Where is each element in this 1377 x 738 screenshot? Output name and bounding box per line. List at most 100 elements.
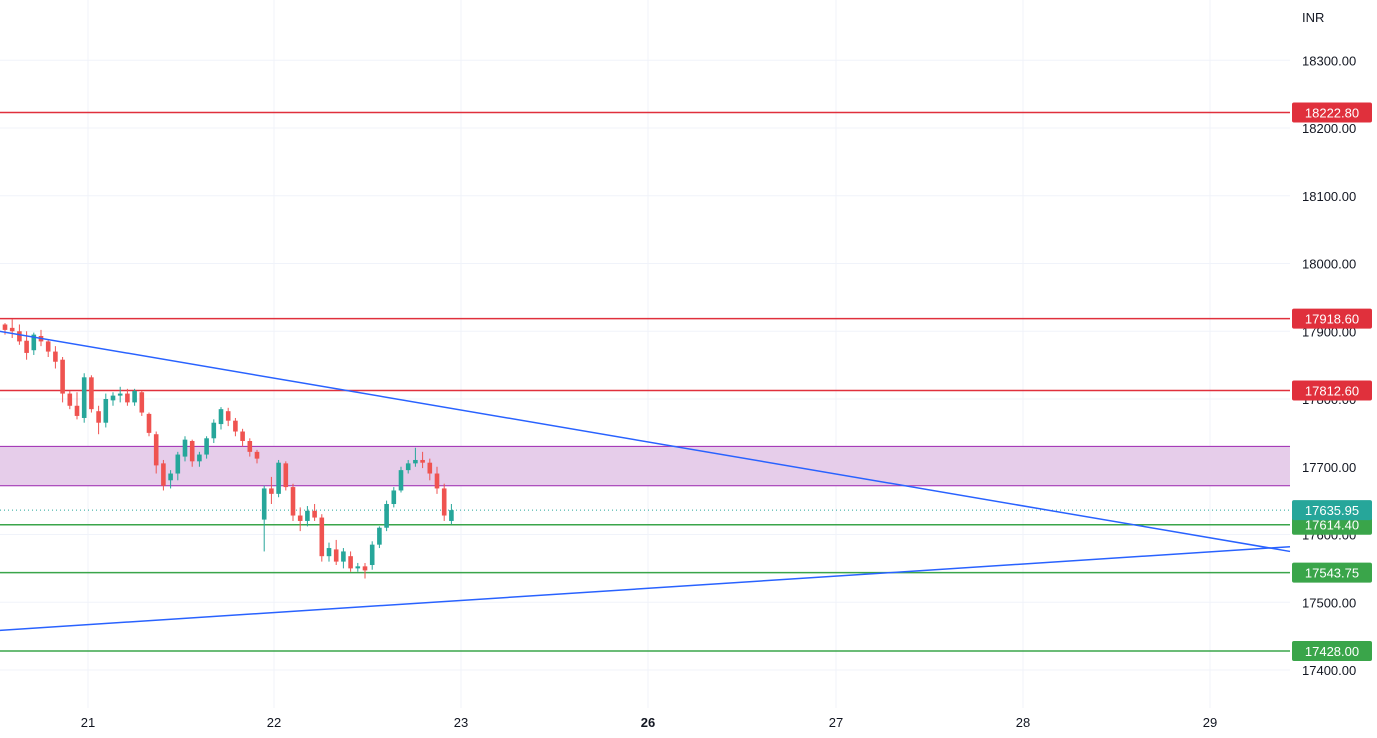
candle-body — [139, 392, 145, 413]
candle-body — [305, 510, 310, 521]
level-badge-bg — [1292, 562, 1372, 583]
trendline[interactable] — [0, 545, 1291, 637]
candle-body — [74, 405, 80, 416]
candle-body — [398, 470, 404, 491]
candle-body — [31, 334, 37, 351]
candle-body — [333, 549, 339, 562]
candle-body — [211, 422, 217, 439]
candle-body — [427, 462, 433, 474]
currency-label: INR — [1302, 10, 1324, 25]
candle-body — [362, 566, 368, 571]
candle-body — [2, 324, 8, 330]
y-tick-label: 18200.00 — [1302, 121, 1356, 136]
candle-body — [434, 473, 440, 489]
candle-body — [153, 434, 159, 466]
price-zone-fill — [0, 446, 1290, 486]
candle-body — [405, 463, 411, 471]
candle-body — [117, 393, 123, 396]
candle-body — [17, 331, 22, 342]
candle-body — [290, 487, 296, 516]
x-tick-label: 21 — [81, 715, 95, 730]
candle-body — [96, 411, 101, 423]
candle-body — [420, 459, 425, 463]
candle-body — [110, 395, 116, 401]
candle-body — [449, 510, 454, 521]
level-badge-bg — [1292, 308, 1372, 329]
level-badge-label: 17543.75 — [1305, 566, 1359, 581]
candle-body — [326, 548, 332, 557]
candle-body — [369, 544, 375, 565]
candle-body — [233, 420, 238, 432]
candles — [2, 319, 454, 579]
candle-body — [197, 454, 202, 462]
trendlines[interactable] — [0, 314, 1291, 637]
candle-body — [269, 488, 274, 494]
time-axis[interactable]: 21 22 23 26 27 28 29 — [81, 715, 1217, 730]
last-price-badge-label: 17635.95 — [1305, 503, 1359, 518]
level-badge-label: 18222.80 — [1305, 106, 1359, 121]
level-badge-bg — [1292, 102, 1372, 123]
level-badge-label: 17812.60 — [1305, 383, 1359, 398]
level-badge-label: 17918.60 — [1305, 312, 1359, 327]
candle-body — [254, 451, 260, 459]
y-tick-label: 18000.00 — [1302, 257, 1356, 272]
candle-body — [297, 515, 303, 521]
candle-body — [24, 340, 29, 353]
candle-body — [53, 351, 58, 362]
chart-grid — [0, 0, 1290, 708]
x-tick-label: 23 — [454, 715, 468, 730]
x-tick-label: 28 — [1016, 715, 1030, 730]
x-tick-label: 29 — [1203, 715, 1217, 730]
level-badge-bg — [1292, 641, 1372, 662]
candle-body — [341, 551, 346, 562]
price-badges: 18222.80 17918.60 17812.60 17614.40 17543.75… — [1292, 102, 1372, 662]
candle-body — [218, 409, 224, 425]
horizontal-levels[interactable] — [0, 111, 1290, 652]
candle-body — [60, 359, 65, 394]
candle-body — [384, 504, 389, 528]
candle-body — [391, 490, 397, 505]
candle-body — [89, 377, 94, 410]
candle-body — [247, 441, 253, 452]
candle-body — [168, 473, 173, 481]
y-tick-label: 17400.00 — [1302, 663, 1356, 678]
candle-body — [377, 527, 382, 545]
candle-body — [146, 413, 152, 433]
y-tick-label: 17700.00 — [1302, 460, 1356, 475]
candle-body — [125, 393, 130, 403]
candle-body — [161, 463, 166, 486]
last-price-badge-bg — [1292, 500, 1372, 521]
y-tick-label: 18100.00 — [1302, 189, 1356, 204]
candle-body — [81, 377, 87, 418]
y-tick-label: 17500.00 — [1302, 595, 1356, 610]
x-tick-label: 27 — [829, 715, 843, 730]
candle-body — [103, 399, 109, 423]
level-badge-label: 17428.00 — [1305, 644, 1359, 659]
x-tick-label: 22 — [267, 715, 281, 730]
candle-body — [204, 438, 209, 455]
x-tick-label: 26 — [641, 715, 655, 730]
candle-body — [319, 517, 325, 557]
candle-body — [283, 463, 289, 488]
candle-body — [225, 411, 231, 421]
price-zone — [0, 445, 1290, 487]
candle-body — [261, 488, 267, 520]
candle-body — [45, 341, 51, 352]
candle-body — [67, 393, 73, 406]
candle-body — [276, 462, 281, 494]
candle-body — [441, 488, 447, 516]
candle-body — [175, 454, 181, 474]
candle-body — [348, 556, 353, 569]
candle-body — [413, 459, 418, 464]
level-badge-label: 17614.40 — [1305, 518, 1359, 533]
level-badge-bg — [1292, 380, 1372, 401]
candle-body — [312, 510, 317, 518]
trendline[interactable] — [0, 314, 1291, 553]
candle-body — [182, 439, 188, 457]
y-tick-label: 18300.00 — [1302, 53, 1356, 68]
candle-body — [132, 390, 137, 403]
candle-body — [189, 441, 195, 462]
candle-body — [240, 431, 245, 442]
candle-body — [355, 566, 361, 569]
